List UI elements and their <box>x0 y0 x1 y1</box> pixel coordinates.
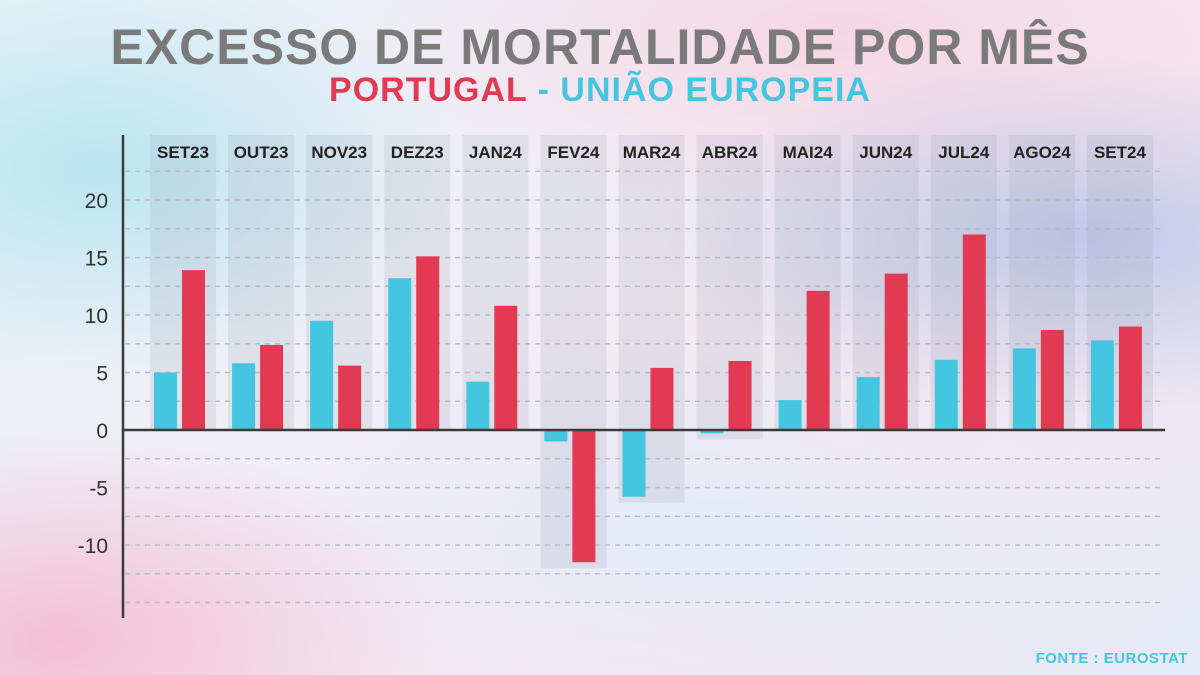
bar-portugal <box>338 365 362 430</box>
x-tick-label: MAR24 <box>623 143 681 162</box>
bar-eu <box>466 381 490 430</box>
legend-separator: - <box>527 71 561 109</box>
bar-eu <box>622 430 646 497</box>
chart-title: EXCESSO DE MORTALIDADE POR MÊS <box>110 19 1090 75</box>
bar-portugal <box>260 344 284 430</box>
bar-portugal <box>1118 326 1142 430</box>
legend-portugal: PORTUGAL <box>329 71 528 109</box>
x-tick-label: OUT23 <box>234 143 289 162</box>
bar-eu <box>154 372 177 430</box>
x-tick-label: AGO24 <box>1013 143 1071 162</box>
bar-portugal <box>182 270 205 430</box>
bar-eu <box>388 278 412 430</box>
x-tick-label: SET23 <box>157 143 209 162</box>
bar-portugal <box>572 430 596 563</box>
source-label: FONTE : EUROSTAT <box>1035 650 1188 667</box>
y-tick-label: 20 <box>85 190 108 213</box>
bar-portugal <box>494 305 518 430</box>
y-tick-label: 0 <box>96 420 108 443</box>
x-tick-label: JAN24 <box>469 143 522 162</box>
y-tick-label: -5 <box>89 478 108 501</box>
bar-eu <box>232 363 256 430</box>
x-tick-label: JUL24 <box>938 143 990 162</box>
x-tick-label: SET24 <box>1094 143 1147 162</box>
bar-eu <box>856 377 880 430</box>
x-tick-label: NOV23 <box>311 143 367 162</box>
y-tick-label: -10 <box>78 535 108 558</box>
bar-portugal <box>728 361 752 430</box>
x-tick-label: DEZ23 <box>391 143 444 162</box>
bar-eu <box>544 430 568 442</box>
bar-eu <box>934 359 958 430</box>
y-tick-label: 10 <box>85 305 108 328</box>
bar-eu <box>700 430 724 434</box>
x-tick-label: ABR24 <box>702 143 758 162</box>
bar-portugal <box>1040 329 1064 430</box>
y-tick-label: 5 <box>96 363 108 386</box>
y-tick-label: 15 <box>85 248 108 271</box>
chart-subtitle: PORTUGAL - UNIÃO EUROPEIA <box>0 70 1200 110</box>
bar-portugal <box>650 367 674 430</box>
x-tick-label: FEV24 <box>547 143 600 162</box>
bar-eu <box>1090 340 1114 430</box>
bar-eu <box>1012 348 1036 430</box>
legend-eu: UNIÃO EUROPEIA <box>560 71 871 109</box>
x-tick-label: JUN24 <box>859 143 912 162</box>
bar-portugal <box>962 234 986 430</box>
bar-portugal <box>806 290 830 430</box>
bar-portugal <box>416 256 440 430</box>
x-tick-label: MAI24 <box>783 143 834 162</box>
bar-portugal <box>884 273 908 430</box>
bar-eu <box>310 320 334 430</box>
bar-eu <box>778 400 802 430</box>
